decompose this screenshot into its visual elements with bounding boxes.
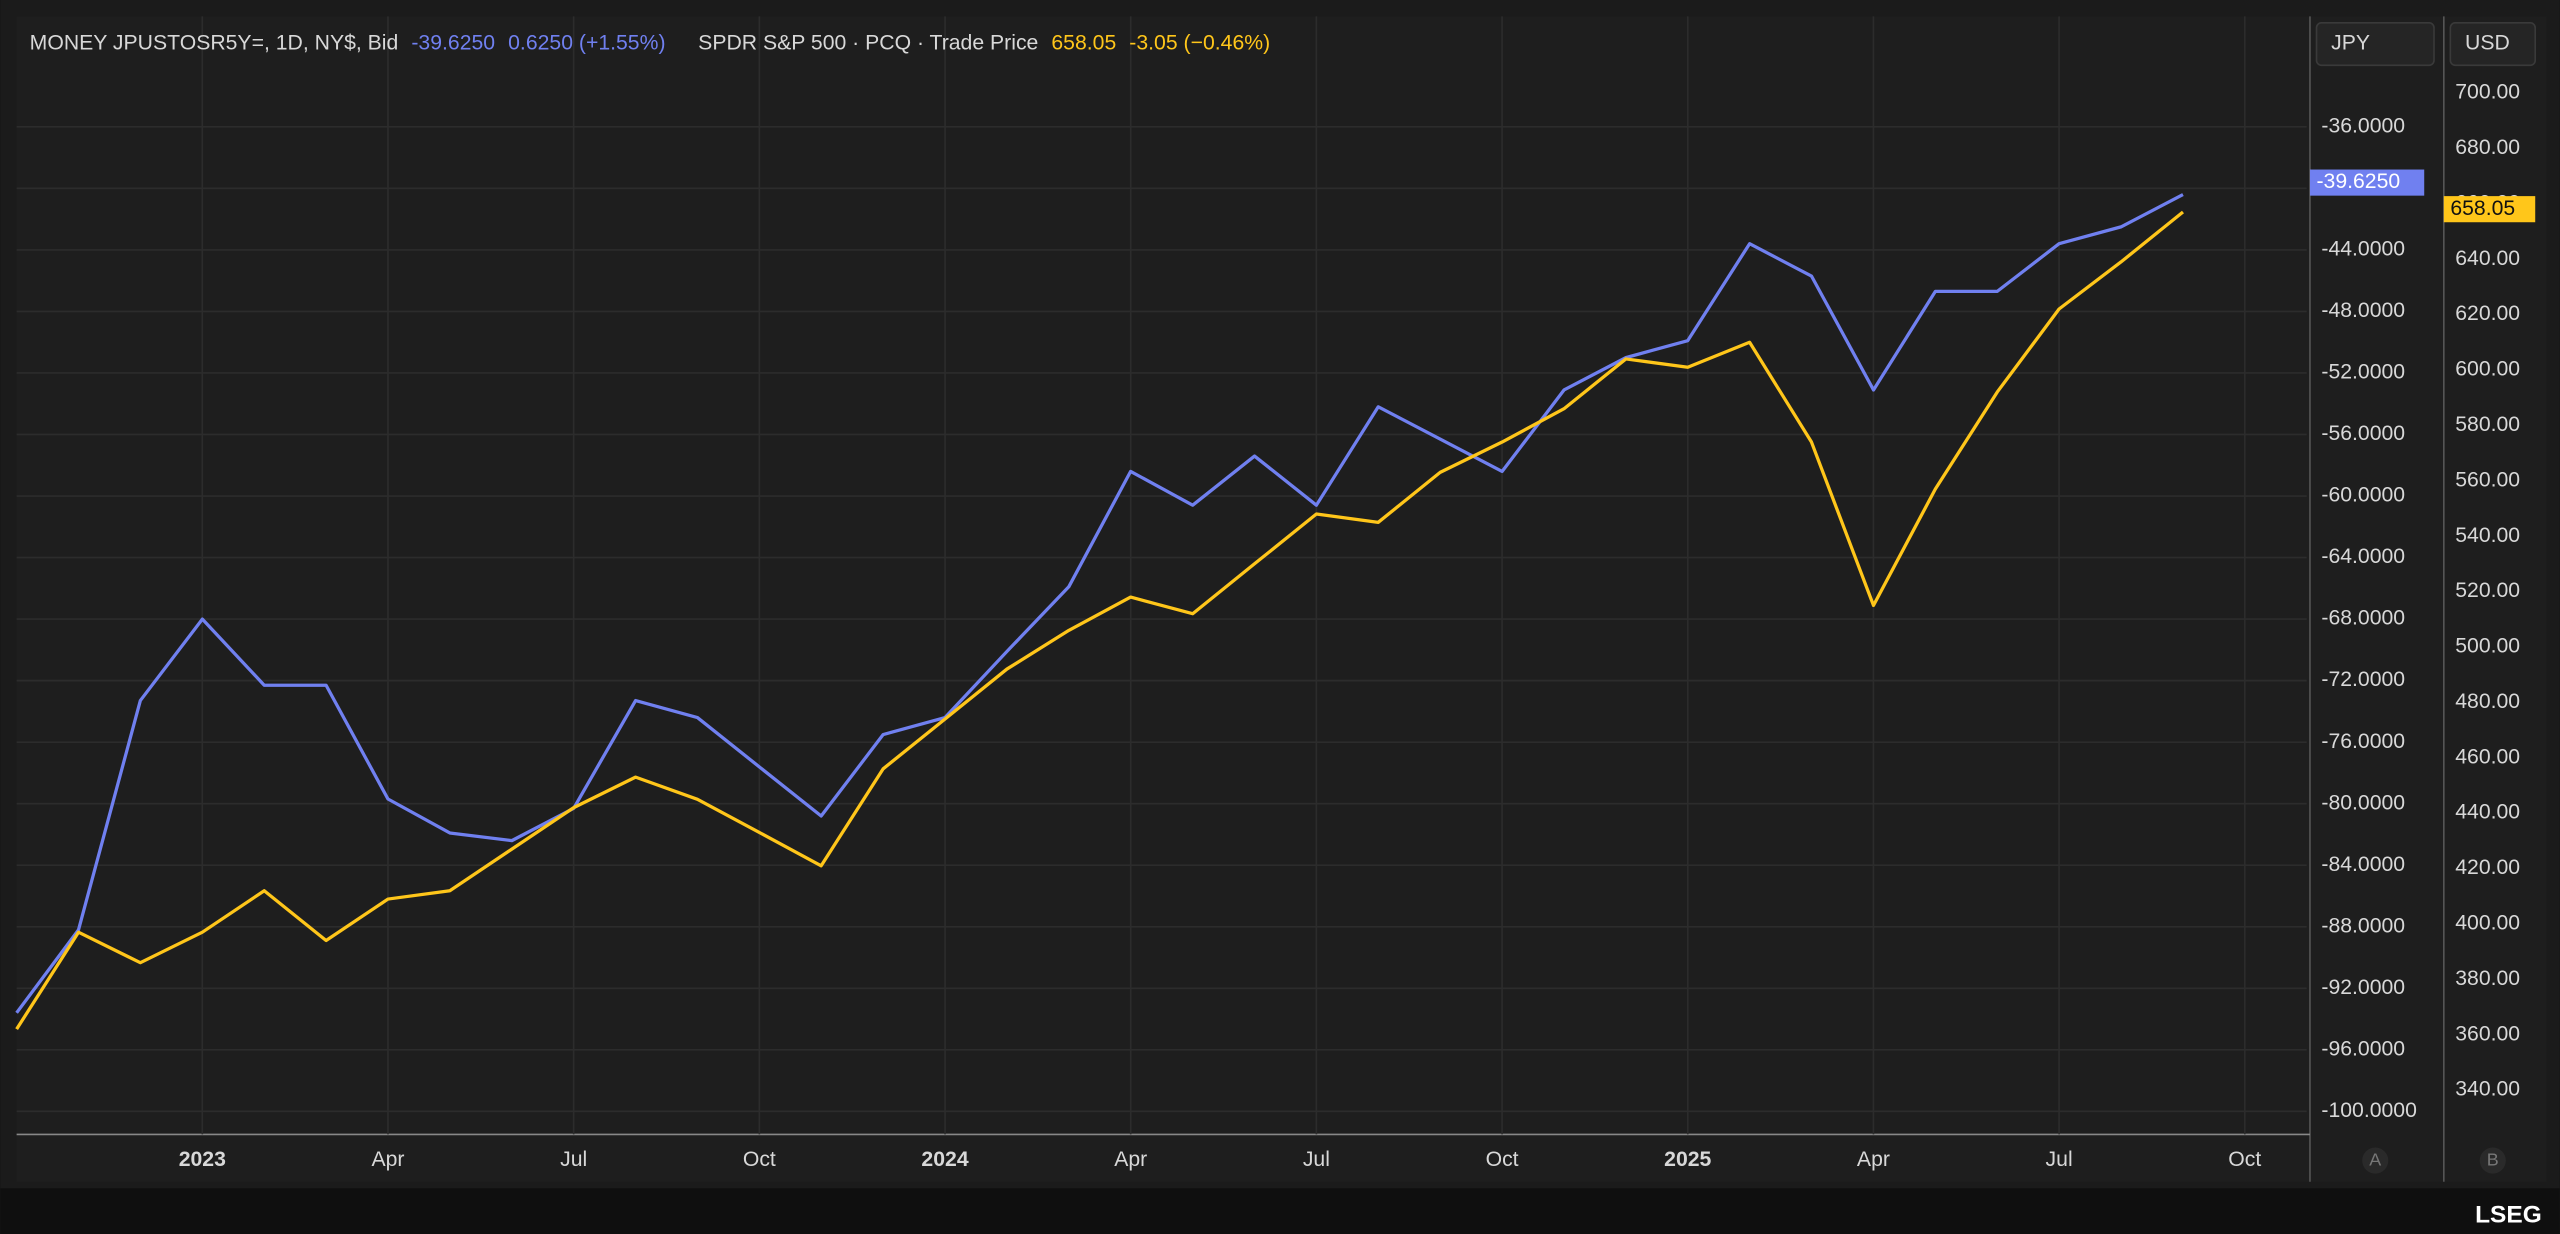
y-tick-label: -52.0000 <box>2321 361 2405 384</box>
plot <box>15 193 2184 1031</box>
series-last: -39.6250 <box>411 32 495 55</box>
x-tick-label: Apr <box>1114 1148 1147 1171</box>
series-name: MONEY JPUSTOSR5Y=, 1D, NY$, Bid <box>30 32 399 55</box>
y2-tick-label: 400.00 <box>2455 912 2520 935</box>
y-tick-label: -96.0000 <box>2321 1037 2405 1060</box>
series-line <box>15 193 2184 1014</box>
scale-label: A <box>2369 1149 2381 1169</box>
series-change: 0.6250 (+1.55%) <box>508 32 665 55</box>
x-tick-label: Jul <box>2046 1148 2073 1171</box>
last-value-tag <box>2443 196 2536 223</box>
last-value-label: -39.6250 <box>2316 170 2400 193</box>
y2-tick-label: 380.00 <box>2455 967 2520 990</box>
y2-tick-label: 520.00 <box>2455 579 2520 602</box>
y-tick-label: -76.0000 <box>2321 730 2405 753</box>
y-tick-label: -80.0000 <box>2321 791 2405 814</box>
series-line <box>15 210 2184 1031</box>
y-tick-label: -88.0000 <box>2321 914 2405 937</box>
y-tick-label: -72.0000 <box>2321 668 2405 691</box>
y-axis-unit: JPY <box>2331 32 2370 55</box>
x-tick-label: Jul <box>560 1148 587 1171</box>
y2-tick-label: 700.00 <box>2455 81 2520 104</box>
chart-panel <box>16 16 2547 1182</box>
y2-tick-label: 340.00 <box>2455 1078 2520 1101</box>
last-value-label: 658.05 <box>2450 197 2515 220</box>
scale-label: B <box>2487 1149 2499 1169</box>
y2-tick-label: 540.00 <box>2455 524 2520 547</box>
series-name: SPDR S&P 500 · PCQ · Trade Price <box>698 32 1038 55</box>
y2-tick-label: 440.00 <box>2455 801 2520 824</box>
y2-tick-label: 680.00 <box>2455 136 2520 159</box>
y2-tick-label: 640.00 <box>2455 247 2520 270</box>
y2-tick-label: 420.00 <box>2455 856 2520 879</box>
x-tick-label: 2025 <box>1664 1148 1711 1171</box>
brand: LSEG <box>2475 1202 2542 1229</box>
x-tick-label: 2023 <box>179 1148 226 1171</box>
y2-tick-label: 620.00 <box>2455 302 2520 325</box>
y-tick-label: -92.0000 <box>2321 976 2405 999</box>
x-tick-label: Jul <box>1303 1148 1330 1171</box>
y-tick-label: -84.0000 <box>2321 853 2405 876</box>
y-tick-label: -44.0000 <box>2321 238 2405 261</box>
x-tick-label: Apr <box>1857 1148 1890 1171</box>
y2-tick-label: 560.00 <box>2455 468 2520 491</box>
y2-tick-label: 460.00 <box>2455 745 2520 768</box>
y-tick-label: -68.0000 <box>2321 607 2405 630</box>
series-change: -3.05 (−0.46%) <box>1129 32 1270 55</box>
scale-button[interactable] <box>2479 1147 2506 1174</box>
x-tick-label: Apr <box>371 1148 404 1171</box>
series-last: 658.05 <box>1051 32 1116 55</box>
axis-unit-box[interactable] <box>2315 22 2435 67</box>
axis-unit-box[interactable] <box>2449 22 2537 67</box>
y-tick-label: -100.0000 <box>2321 1099 2417 1122</box>
y-tick-label: -60.0000 <box>2321 484 2405 507</box>
y2-tick-label: 600.00 <box>2455 358 2520 381</box>
y2-tick-label: 480.00 <box>2455 690 2520 713</box>
y-tick-label: -56.0000 <box>2321 422 2405 445</box>
y2-tick-label: 360.00 <box>2455 1022 2520 1045</box>
x-tick-label: Oct <box>743 1148 776 1171</box>
y-tick-label: -64.0000 <box>2321 545 2405 568</box>
y-tick-label: -48.0000 <box>2321 299 2405 322</box>
y-tick-label: -36.0000 <box>2321 114 2405 137</box>
x-tick-label: Oct <box>2228 1148 2261 1171</box>
y2-tick-label: 580.00 <box>2455 413 2520 436</box>
y2-axis-unit: USD <box>2465 32 2510 55</box>
scale-button[interactable] <box>2362 1147 2389 1174</box>
x-tick-label: Oct <box>1486 1148 1519 1171</box>
last-value-tag <box>2309 169 2425 196</box>
x-tick-label: 2024 <box>921 1148 968 1171</box>
grid <box>16 16 2307 1135</box>
y2-tick-label: 500.00 <box>2455 635 2520 658</box>
footer-bar <box>0 1188 2560 1234</box>
